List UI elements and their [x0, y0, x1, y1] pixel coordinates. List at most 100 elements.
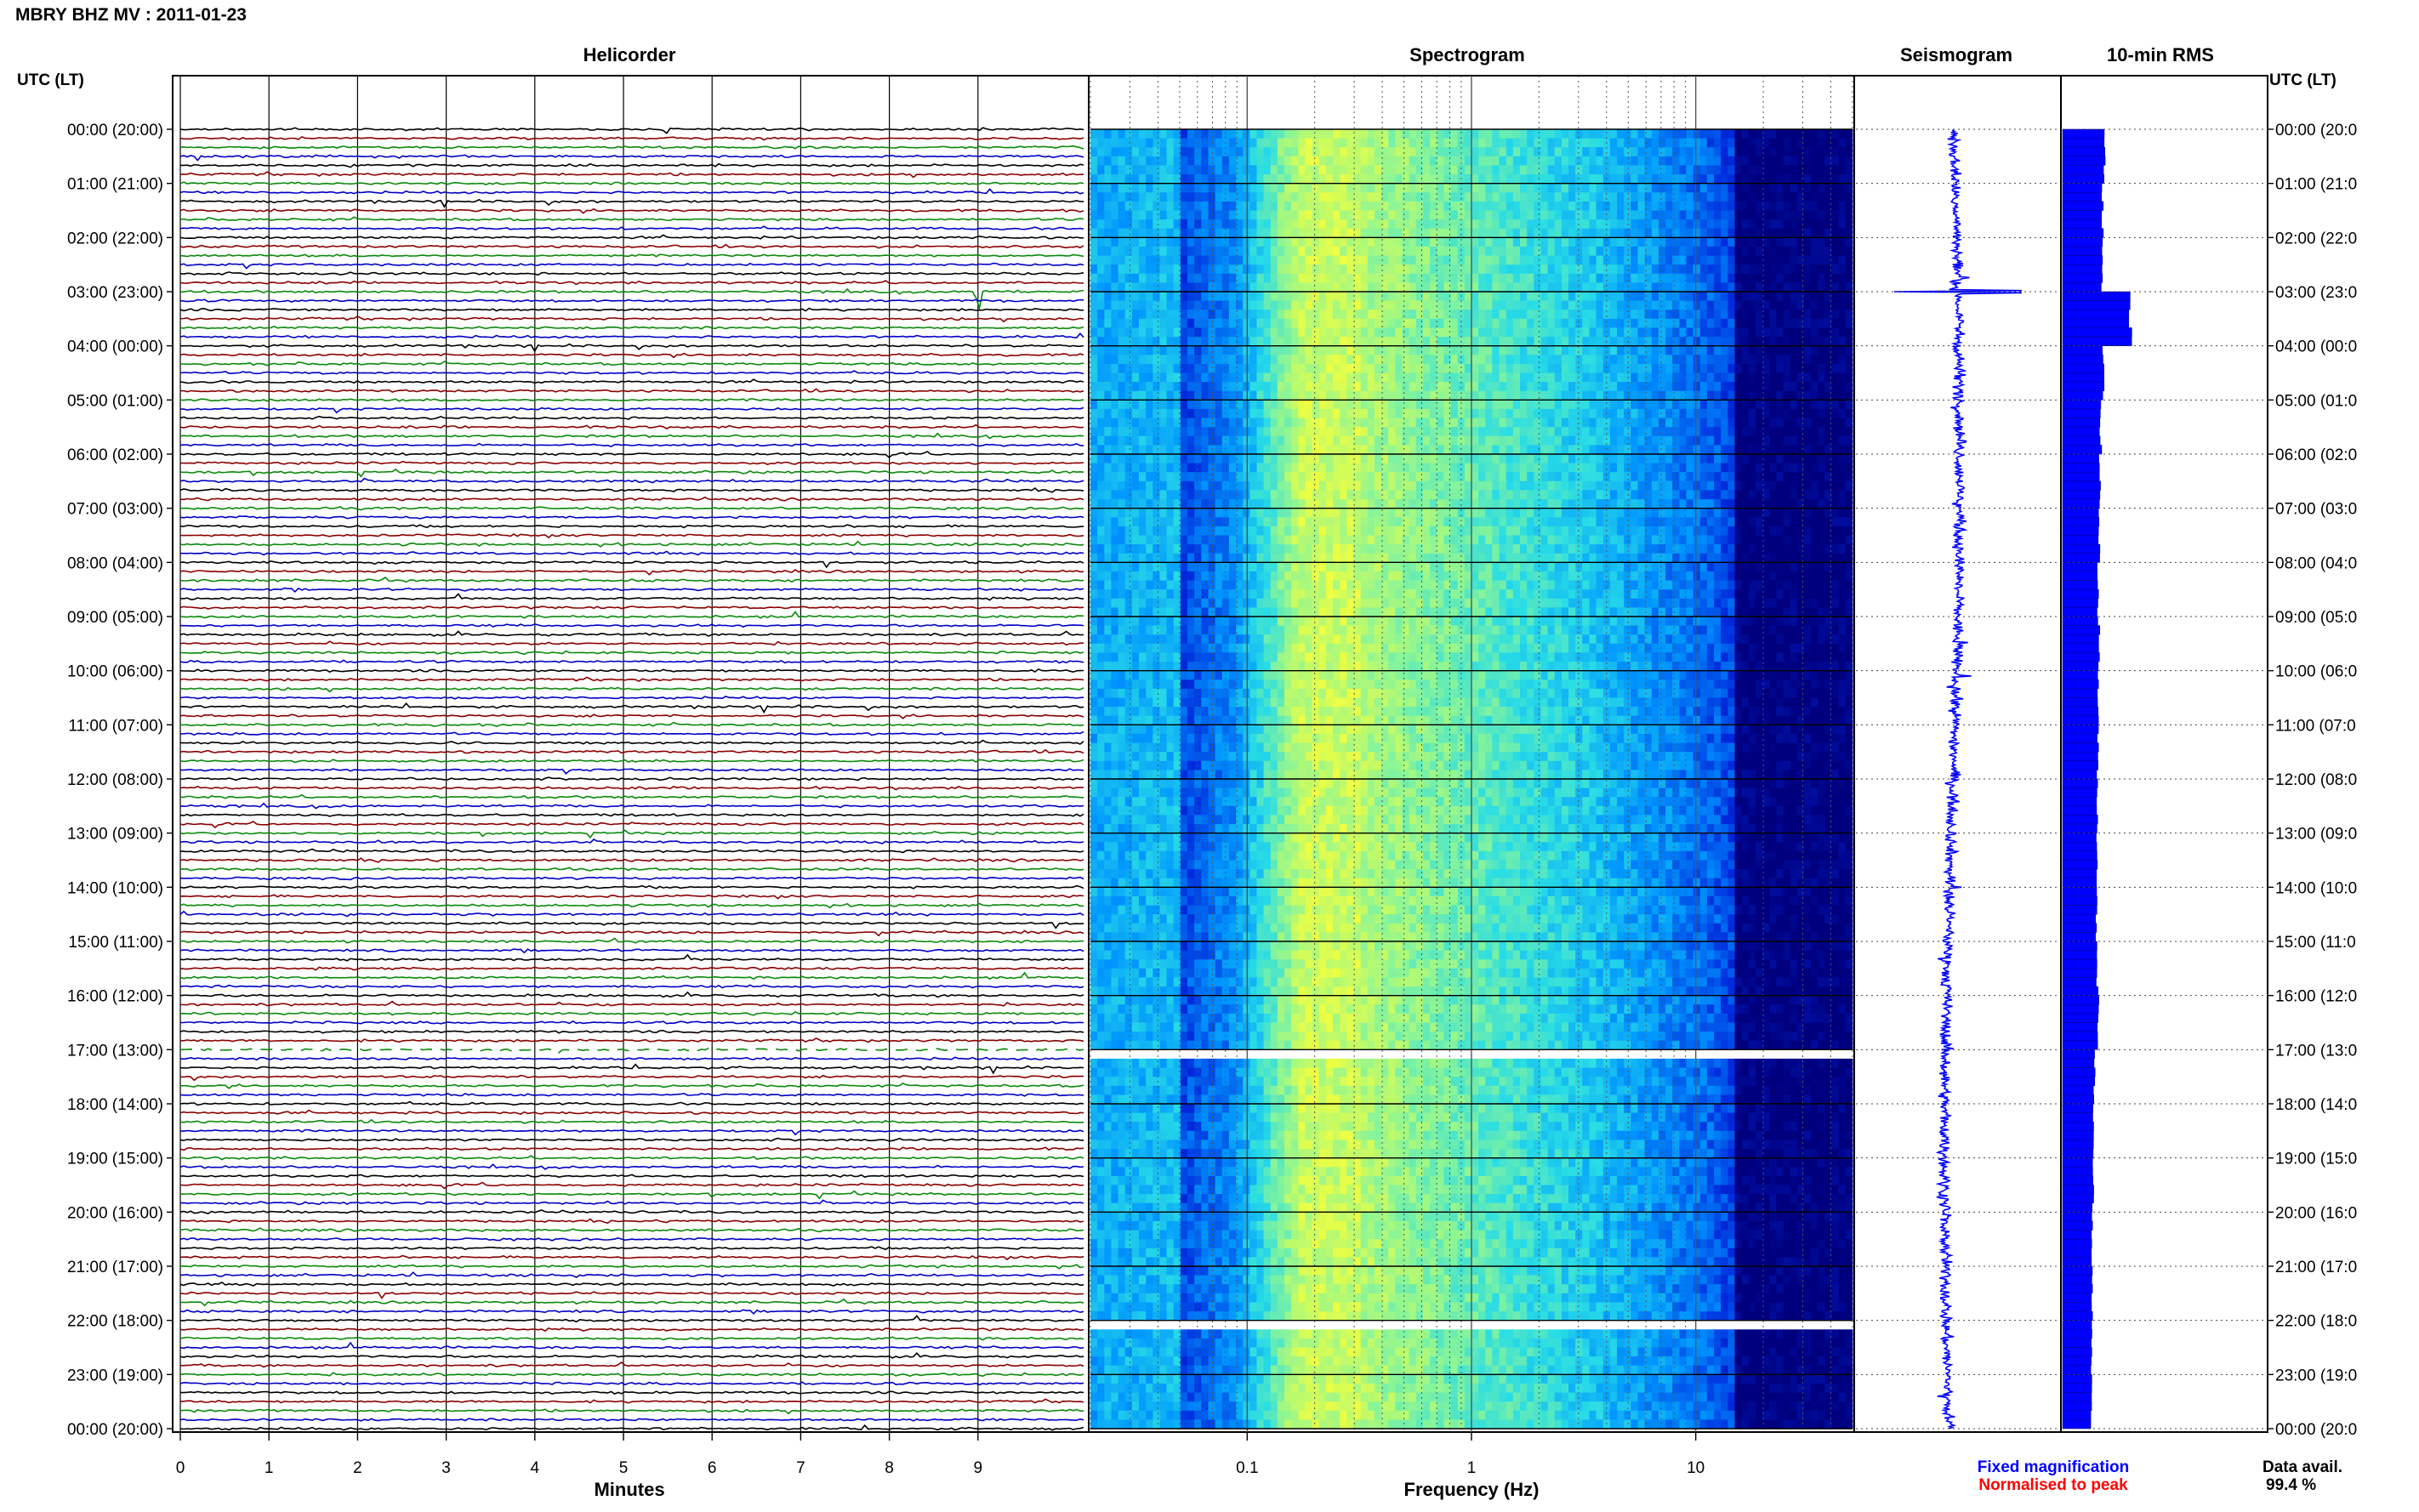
spectrogram-cell [1575, 372, 1583, 383]
spectrogram-cell [1631, 156, 1638, 166]
spectrogram-cell [1644, 400, 1653, 410]
spectrogram-cell [1582, 435, 1590, 446]
spectrogram-cell [1520, 400, 1528, 410]
spectrogram-cell [1651, 255, 1659, 265]
spectrogram-cell [1512, 445, 1521, 455]
spectrogram-cell [1131, 363, 1140, 374]
spectrogram-cell [1221, 201, 1230, 212]
spectrogram-cell [1402, 147, 1410, 157]
spectrogram-cell [1367, 273, 1375, 283]
spectrogram-cell [1111, 418, 1119, 428]
spectrogram-cell [1228, 129, 1237, 139]
spectrogram-cell [1153, 165, 1160, 175]
spectrogram-cell [1471, 355, 1479, 365]
spectrogram-cell [1166, 165, 1175, 175]
spectrogram-cell [1236, 499, 1244, 509]
spectrogram-cell [1706, 138, 1715, 148]
spectrogram-cell [1263, 490, 1272, 500]
spectrogram-cell [1340, 427, 1347, 437]
spectrogram-cell [1609, 255, 1618, 265]
spectrogram-cell [1367, 480, 1375, 491]
spectrogram-cell [1693, 129, 1701, 139]
spectrogram-cell [1194, 408, 1202, 419]
spectrogram-cell [1415, 372, 1424, 383]
spectrogram-cell [1672, 390, 1680, 401]
spectrogram-cell [1762, 372, 1770, 383]
spectrogram-cell [1651, 174, 1659, 185]
spectrogram-cell [1831, 463, 1840, 473]
spectrogram-cell [1756, 246, 1763, 257]
spectrogram-cell [1249, 210, 1257, 220]
spectrogram-cell [1118, 472, 1126, 482]
spectrogram-cell [1693, 445, 1701, 455]
spectrogram-cell [1173, 219, 1181, 230]
spectrogram-cell [1131, 382, 1140, 392]
spectrogram-cell [1499, 517, 1507, 527]
spectrogram-cell [1568, 327, 1576, 338]
spectrogram-cell [1263, 435, 1272, 446]
spectrogram-cell [1208, 418, 1216, 428]
spectrogram-cell [1228, 472, 1237, 482]
spectrogram-cell [1721, 174, 1728, 185]
spectrogram-cell [1450, 508, 1459, 518]
spectrogram-cell [1568, 490, 1576, 500]
spectrogram-cell [1340, 165, 1347, 175]
spectrogram-cell [1624, 508, 1631, 518]
spectrogram-cell [1845, 418, 1853, 428]
spectrogram-cell [1325, 382, 1334, 392]
spectrogram-cell [1534, 355, 1541, 365]
spectrogram-cell [1159, 480, 1168, 491]
spectrogram-cell [1845, 472, 1853, 482]
spectrogram-cell [1790, 183, 1798, 193]
spectrogram-cell [1187, 400, 1195, 410]
spectrogram-cell [1693, 273, 1701, 283]
spectrogram-cell [1589, 264, 1597, 275]
spectrogram-cell [1346, 480, 1355, 491]
spectrogram-cell [1644, 472, 1653, 482]
spectrogram-cell [1243, 490, 1250, 500]
spectrogram-cell [1748, 337, 1756, 347]
spectrogram-cell [1221, 282, 1230, 293]
spectrogram-cell [1512, 345, 1521, 355]
spectrogram-cell [1153, 390, 1160, 401]
spectrogram-cell [1790, 129, 1798, 139]
spectrogram-cell [1568, 310, 1576, 320]
spectrogram-cell [1430, 408, 1437, 419]
spectrogram-cell [1194, 345, 1202, 355]
spectrogram-cell [1485, 408, 1493, 419]
spectrogram-cell [1471, 318, 1479, 328]
spectrogram-cell [1575, 355, 1583, 365]
spectrogram-cell [1527, 463, 1534, 473]
spectrogram-cell [1333, 246, 1340, 257]
spectrogram-cell [1679, 345, 1688, 355]
spectrogram-cell [1478, 192, 1486, 202]
spectrogram-cell [1706, 508, 1715, 518]
spectrogram-cell [1090, 427, 1098, 437]
spectrogram-cell [1540, 337, 1549, 347]
spectrogram-cell [1277, 445, 1285, 455]
spectrogram-cell [1505, 408, 1514, 419]
spectrogram-cell [1443, 210, 1452, 220]
spectrogram-cell [1187, 318, 1195, 328]
spectrogram-cell [1097, 382, 1105, 392]
spectrogram-cell [1402, 345, 1410, 355]
spectrogram-cell [1783, 192, 1791, 202]
spectrogram-cell [1540, 237, 1549, 247]
spectrogram-cell [1228, 174, 1237, 185]
spectrogram-cell [1236, 237, 1244, 247]
spectrogram-cell [1318, 327, 1327, 338]
spectrogram-cell [1796, 174, 1805, 185]
spectrogram-cell [1824, 300, 1833, 310]
spectrogram-cell [1478, 318, 1486, 328]
spectrogram-cell [1721, 156, 1728, 166]
spectrogram-cell [1734, 310, 1743, 320]
spectrogram-cell [1111, 517, 1119, 527]
spectrogram-cell [1505, 345, 1514, 355]
spectrogram-cell [1554, 237, 1562, 247]
spectrogram-cell [1402, 201, 1410, 212]
spectrogram-cell [1090, 292, 1098, 302]
spectrogram-cell [1180, 138, 1188, 148]
spectrogram-cell [1748, 517, 1756, 527]
spectrogram-cell [1471, 255, 1479, 265]
spectrogram-cell [1318, 355, 1327, 365]
